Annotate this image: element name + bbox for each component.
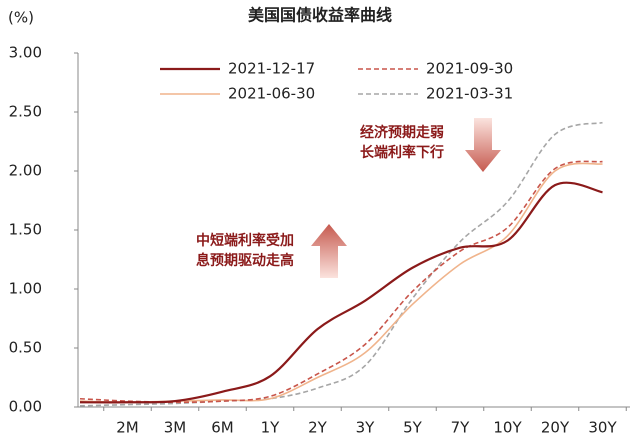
y-tick-label: 0.50 [9, 339, 42, 357]
x-tick-label: 2M [116, 419, 139, 437]
x-tick-label: 2Y [308, 419, 328, 437]
x-tick-label: 3Y [356, 419, 376, 437]
annotation: 息预期驱动走高 [196, 252, 294, 269]
y-tick-label: 1.50 [9, 221, 42, 239]
legend-label: 2021-12-17 [228, 60, 315, 78]
y-tick-label: 3.00 [9, 44, 42, 62]
y-tick-label: 2.50 [9, 103, 42, 121]
annotation: 经济预期走弱 [360, 124, 444, 141]
legend-label: 2021-09-30 [426, 60, 513, 78]
series-line [79, 160, 603, 404]
series-line [79, 181, 603, 404]
x-tick-label: 7Y [451, 419, 471, 437]
legend-label: 2021-06-30 [228, 85, 315, 103]
y-tick-label: 2.00 [9, 162, 42, 180]
y-tick-label: 0.00 [9, 398, 42, 416]
y-axis-label: (%) [8, 9, 34, 27]
annotation: 中短端利率受加 [196, 232, 294, 249]
x-tick-label: 6M [211, 419, 234, 437]
x-tick-label: 30Y [588, 419, 617, 437]
x-tick-label: 1Y [261, 419, 281, 437]
x-tick-label: 20Y [541, 419, 570, 437]
x-tick-label: 5Y [403, 419, 423, 437]
chart-title: 美国国债收益率曲线 [248, 6, 392, 25]
arrow-down [465, 118, 501, 172]
arrow-up [311, 224, 347, 278]
annotation: 长端利率下行 [360, 144, 444, 161]
legend-label: 2021-03-31 [426, 85, 513, 103]
series-line [79, 162, 603, 404]
y-tick-label: 1.00 [9, 280, 42, 298]
x-tick-label: 3M [164, 419, 187, 437]
series-line [79, 121, 603, 407]
x-tick-label: 10Y [493, 419, 522, 437]
